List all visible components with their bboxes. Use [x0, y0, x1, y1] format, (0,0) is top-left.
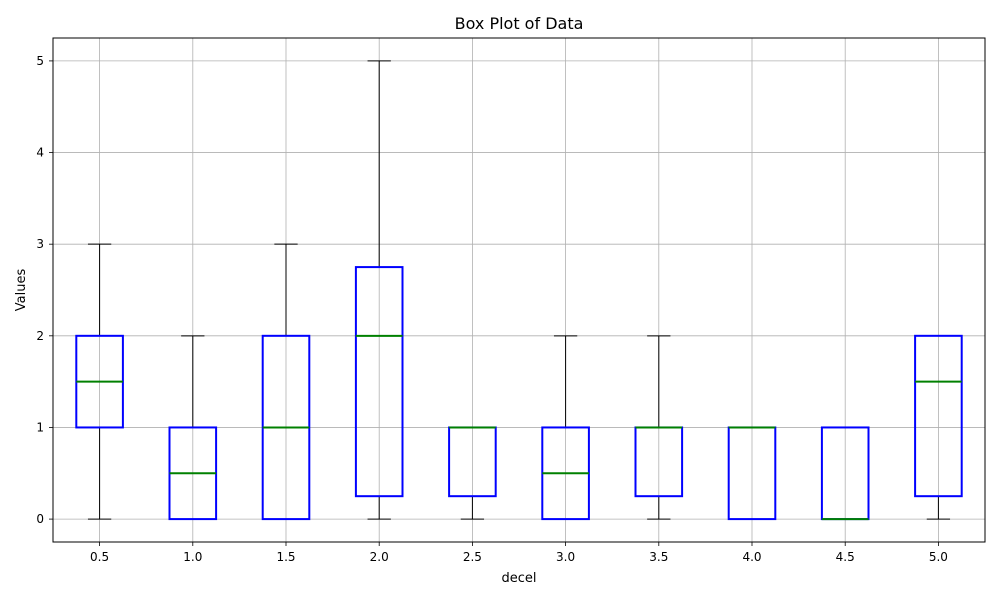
- x-axis-label: decel: [501, 571, 536, 586]
- y-tick-label: 3: [36, 237, 44, 251]
- x-tick-label: 2.5: [463, 550, 482, 564]
- y-tick-label: 5: [36, 54, 44, 68]
- x-tick-label: 4.5: [836, 550, 855, 564]
- y-tick-label: 4: [36, 146, 44, 160]
- box-4.5: [820, 426, 870, 521]
- x-axis-ticks: 0.5 1.0 1.5 2.0 2.5 3.0 3.5 4.0 4.5 5.0: [90, 542, 948, 564]
- box-rect: [914, 334, 963, 498]
- y-tick-label: 0: [36, 512, 44, 526]
- plot-frame: [52, 37, 986, 543]
- y-tick-label: 1: [36, 420, 44, 434]
- x-tick-label: 0.5: [90, 550, 109, 564]
- x-tick-label: 3.5: [649, 550, 668, 564]
- x-tick-label: 3.0: [556, 550, 575, 564]
- box-5.0: [914, 334, 963, 520]
- box-2.5: [448, 426, 497, 520]
- y-tick-label: 2: [36, 329, 44, 343]
- grid: [53, 38, 985, 542]
- x-tick-label: 5.0: [929, 550, 948, 564]
- y-axis-label: Values: [14, 269, 29, 312]
- box-series: [75, 60, 963, 521]
- x-tick-label: 4.0: [742, 550, 761, 564]
- y-axis-ticks: 0 1 2 3 4 5: [36, 54, 53, 526]
- box-1.0: [168, 335, 218, 521]
- box-3.0: [541, 335, 590, 521]
- x-tick-label: 1.0: [183, 550, 202, 564]
- box-4.0: [727, 426, 777, 521]
- x-tick-label: 1.5: [276, 550, 295, 564]
- box-0.5: [75, 243, 124, 520]
- box-3.5: [634, 335, 684, 520]
- box-2.0: [354, 60, 404, 520]
- chart-title: Box Plot of Data: [455, 14, 584, 33]
- box-1.5: [261, 243, 311, 521]
- box-rect: [354, 266, 404, 498]
- x-tick-label: 2.0: [370, 550, 389, 564]
